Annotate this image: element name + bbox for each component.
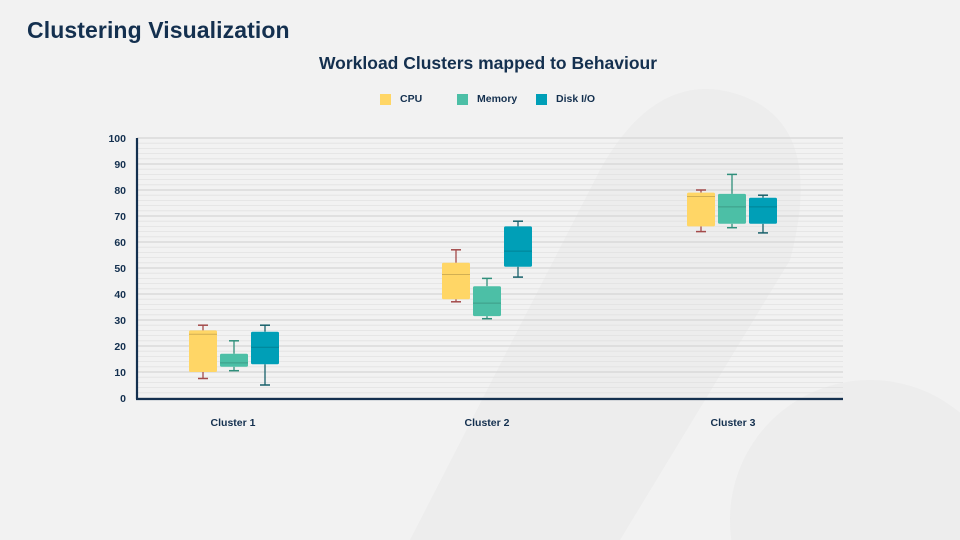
- box-cpu: [687, 192, 715, 227]
- y-tick-label: 60: [114, 237, 126, 249]
- legend-swatch-memory: [457, 93, 468, 105]
- y-tick-label: 20: [114, 341, 126, 353]
- chart-title: Workload Clusters mapped to Behaviour: [318, 53, 658, 73]
- legend-label-memory: Memory: [477, 93, 518, 105]
- box-memory: [718, 193, 746, 224]
- y-tick-label: 0: [120, 393, 126, 405]
- box-memory: [220, 353, 248, 367]
- legend-label-disk-io: Disk I/O: [556, 93, 596, 105]
- box-memory: [473, 286, 501, 317]
- box-disk_io: [749, 197, 777, 224]
- y-tick-label: 50: [114, 263, 126, 275]
- box-cpu: [189, 330, 217, 372]
- box-cpu: [442, 262, 470, 300]
- box-disk_io: [504, 226, 532, 267]
- x-category-label: Cluster 3: [711, 417, 756, 429]
- legend-label-cpu: CPU: [400, 93, 423, 105]
- x-category-label: Cluster 1: [211, 417, 256, 429]
- y-tick-label: 10: [114, 367, 126, 379]
- y-tick-label: 100: [108, 133, 126, 145]
- legend-item-memory[interactable]: Memory: [457, 93, 517, 105]
- page-title: Clustering Visualization: [27, 17, 290, 43]
- box-disk_io: [251, 331, 279, 365]
- legend-item-disk-io[interactable]: Disk I/O: [536, 93, 595, 105]
- legend-item-cpu[interactable]: CPU: [380, 93, 422, 105]
- y-tick-label: 30: [114, 315, 126, 327]
- x-category-label: Cluster 2: [465, 417, 510, 429]
- y-tick-label: 40: [114, 289, 126, 301]
- legend-swatch-cpu: [380, 93, 391, 105]
- y-tick-label: 90: [114, 159, 126, 171]
- background-circle-shape: [730, 380, 960, 540]
- chart-legend: CPU Memory Disk I/O: [0, 93, 960, 111]
- y-tick-label: 70: [114, 211, 126, 223]
- legend-swatch-disk-io: [536, 93, 547, 105]
- y-tick-label: 80: [114, 185, 126, 197]
